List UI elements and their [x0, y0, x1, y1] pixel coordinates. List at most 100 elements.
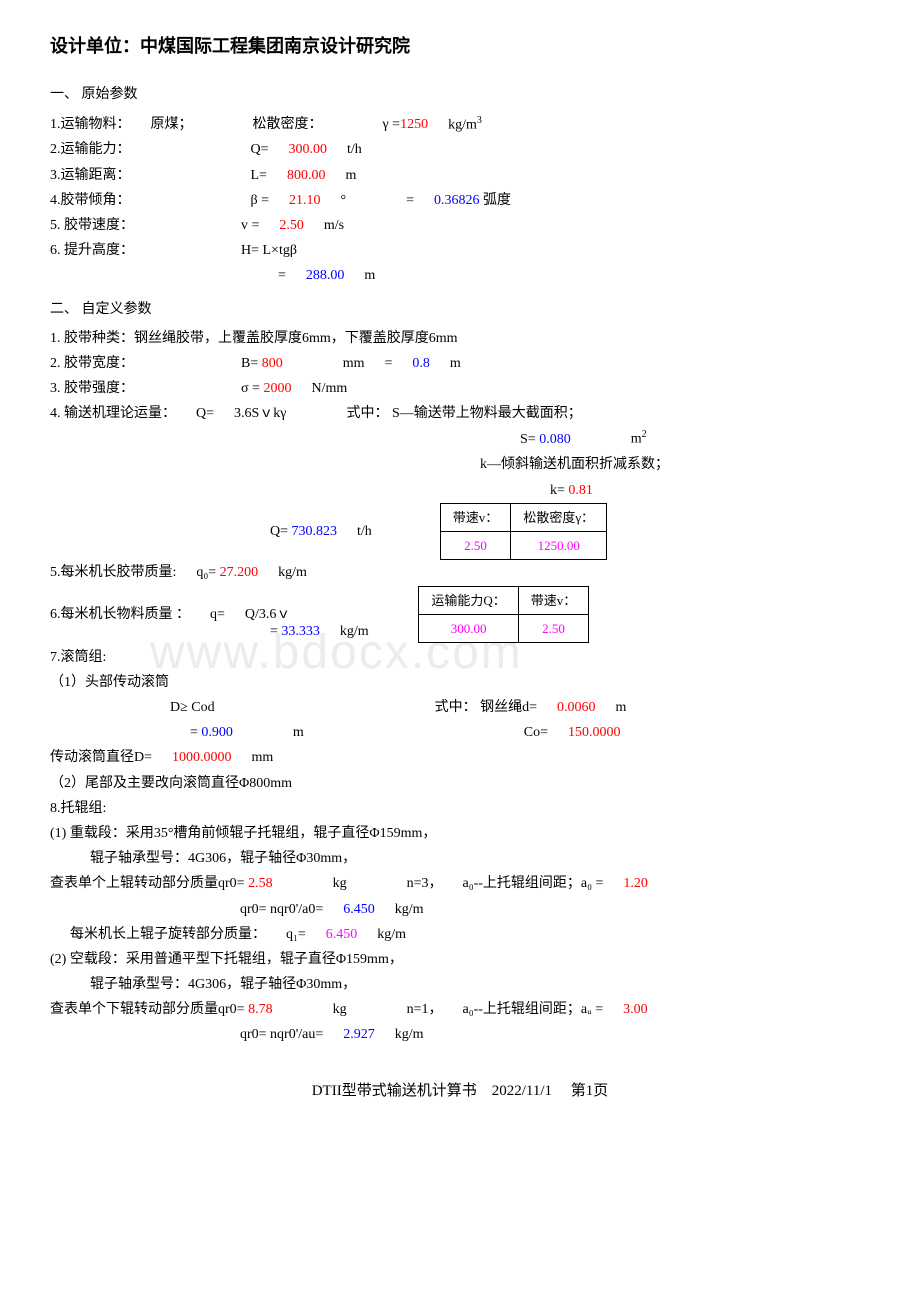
q0-val: 27.200 [220, 560, 259, 585]
q-sym: Q= [196, 401, 214, 426]
q0-unit: kg/m [278, 560, 307, 585]
box-v2: 2.50 [518, 615, 589, 643]
eq: = [270, 619, 278, 644]
row-idler-upper-mass: 查表单个上辊转动部分质量qr0 = 2.58 kg n=3， a₀--上托辊组间… [50, 871, 870, 896]
rad-unit: 弧度 [483, 188, 511, 213]
b-unit2: m [450, 351, 461, 376]
row-q-result: Q= 730.823 t/h 带速v：松散密度γ： 2.501250.00 [50, 503, 870, 561]
label: 辊子轴承型号：4G306，辊子轴径Φ30mm， [90, 972, 356, 997]
label: 3.运输距离： [50, 163, 131, 188]
page-title: 设计单位：中煤国际工程集团南京设计研究院 [50, 30, 870, 62]
q-unit: t/h [357, 519, 372, 544]
beta-unit: ° [341, 188, 347, 213]
q0-sym: q₀= [196, 560, 216, 585]
eq: = [278, 263, 286, 288]
material: 原煤； [151, 112, 193, 137]
page-footer: DTII型带式输送机计算书 2022/11/1 第1页 [50, 1078, 870, 1105]
a-label: a₀--上托辊组间距；aᵤ = [462, 997, 603, 1022]
density-label: 松散密度： [253, 112, 323, 137]
box-v1: 300.00 [419, 615, 518, 643]
k-sym: k= [550, 478, 565, 503]
label: 5. 胶带速度： [50, 213, 134, 238]
s-unit: m2 [631, 426, 647, 452]
d-val: 0.0060 [557, 695, 596, 720]
d-sym: D≥ Cod [170, 695, 215, 720]
co-val: 150.0000 [568, 720, 621, 745]
s-val: 0.080 [539, 427, 571, 452]
eq: = [190, 720, 198, 745]
gamma-sym: γ = [383, 112, 401, 137]
row-capacity: 2.运输能力： Q= 300.00 t/h [50, 137, 870, 162]
row-distance: 3.运输距离： L= 800.00 m [50, 163, 870, 188]
q-sym: Q= [270, 519, 288, 544]
label: 查表单个上辊转动部分质量qr0 [50, 871, 237, 896]
box-h1: 带速v： [440, 503, 511, 531]
eq: = [237, 997, 245, 1022]
label: 2.运输能力： [50, 137, 131, 162]
n-val: n=1， [407, 997, 443, 1022]
row-drum-tail: （2）尾部及主要改向滚筒直径Φ800mm [50, 771, 870, 796]
row-angle: 4.胶带倾角： β = 21.10 ° = 0.36826 弧度 [50, 188, 870, 213]
row-drum: 7.滚筒组: [50, 645, 870, 670]
label: （1）头部传动滚筒 [50, 670, 169, 695]
label: 6. 提升高度： [50, 238, 134, 263]
s-exp: S—输送带上物料最大截面积； [392, 401, 582, 426]
b-val: 800 [262, 351, 283, 376]
row-k-exp: k—倾斜输送机面积折减系数； [50, 452, 870, 477]
label: 5.每米机长胶带质量: [50, 560, 176, 585]
d-label: 钢丝绳d= [480, 695, 537, 720]
q-val: 33.333 [281, 619, 320, 644]
unit: kg [333, 871, 347, 896]
box-h1: 运输能力Q： [419, 586, 518, 614]
footer-text: DTII型带式输送机计算书 [312, 1083, 477, 1099]
h-formula: H= L×tgβ [241, 238, 297, 263]
h-val: 288.00 [306, 263, 345, 288]
q-sym: q= [210, 602, 225, 627]
row-qr0-calc2: qr0= nqr0'/au= 2.927 kg/m [50, 1022, 870, 1047]
l-unit: m [345, 163, 356, 188]
shizhong: 式中： [347, 401, 389, 426]
h-unit: m [364, 263, 375, 288]
box-v2: 1250.00 [511, 532, 607, 560]
box-h2: 带速v： [518, 586, 589, 614]
label: 1. 胶带种类：钢丝绳胶带，上覆盖胶厚度6mm，下覆盖胶厚度6mm [50, 326, 458, 351]
row-idler-bearing1: 辊子轴承型号：4G306，辊子轴径Φ30mm， [50, 846, 870, 871]
gamma-val: 1250 [400, 112, 428, 137]
unit: kg [333, 997, 347, 1022]
co-sym: Co= [524, 720, 548, 745]
row-drum-d-result: = 0.900 m Co= 150.0000 [50, 720, 870, 745]
n-val: n=3， [407, 871, 443, 896]
s-sym: S= [520, 427, 536, 452]
q-formula: 3.6Sｖkγ [234, 401, 286, 426]
row-speed: 5. 胶带速度： v = 2.50 m/s [50, 213, 870, 238]
label: 2. 胶带宽度： [50, 351, 134, 376]
sym: qr0= nqr0'/a0= [240, 897, 323, 922]
q-val: 730.823 [292, 519, 338, 544]
row-s-value: S= 0.080 m2 [50, 426, 870, 452]
row-k-value: k= 0.81 [50, 478, 870, 503]
v-val: 2.50 [279, 213, 304, 238]
q-sym: Q= [251, 137, 269, 162]
label: 辊子轴承型号：4G306，辊子轴径Φ30mm， [90, 846, 356, 871]
d-unit: m [616, 695, 627, 720]
val: 2.58 [248, 871, 273, 896]
eq: = [237, 871, 245, 896]
label: 6.每米机长物料质量 ： [50, 602, 190, 627]
speed-density-box: 带速v：松散密度γ： 2.501250.00 [440, 503, 607, 561]
label: 每米机长上辊子旋转部分质量： [70, 922, 266, 947]
q-unit: kg/m [340, 619, 369, 644]
label: 4.胶带倾角： [50, 188, 131, 213]
section2-header: 二、 自定义参数 [50, 297, 870, 322]
section1-header: 一、 原始参数 [50, 82, 870, 107]
row-height: 6. 提升高度： H= L×tgβ [50, 238, 870, 263]
row-drum-diameter: 传动滚筒直径D= 1000.0000 mm [50, 745, 870, 770]
row-material: 1.运输物料： 原煤； 松散密度： γ = 1250 kg/m3 [50, 112, 870, 138]
q-val: 300.00 [289, 137, 328, 162]
footer-date: 2022/11/1 [492, 1083, 552, 1099]
capacity-speed-box: 运输能力Q：带速v： 300.002.50 [418, 586, 589, 644]
val: 6.450 [343, 897, 375, 922]
box-h2: 松散密度γ： [511, 503, 607, 531]
sigma-sym: σ = [241, 376, 260, 401]
unit: kg/m [395, 897, 424, 922]
l-val: 800.00 [287, 163, 326, 188]
